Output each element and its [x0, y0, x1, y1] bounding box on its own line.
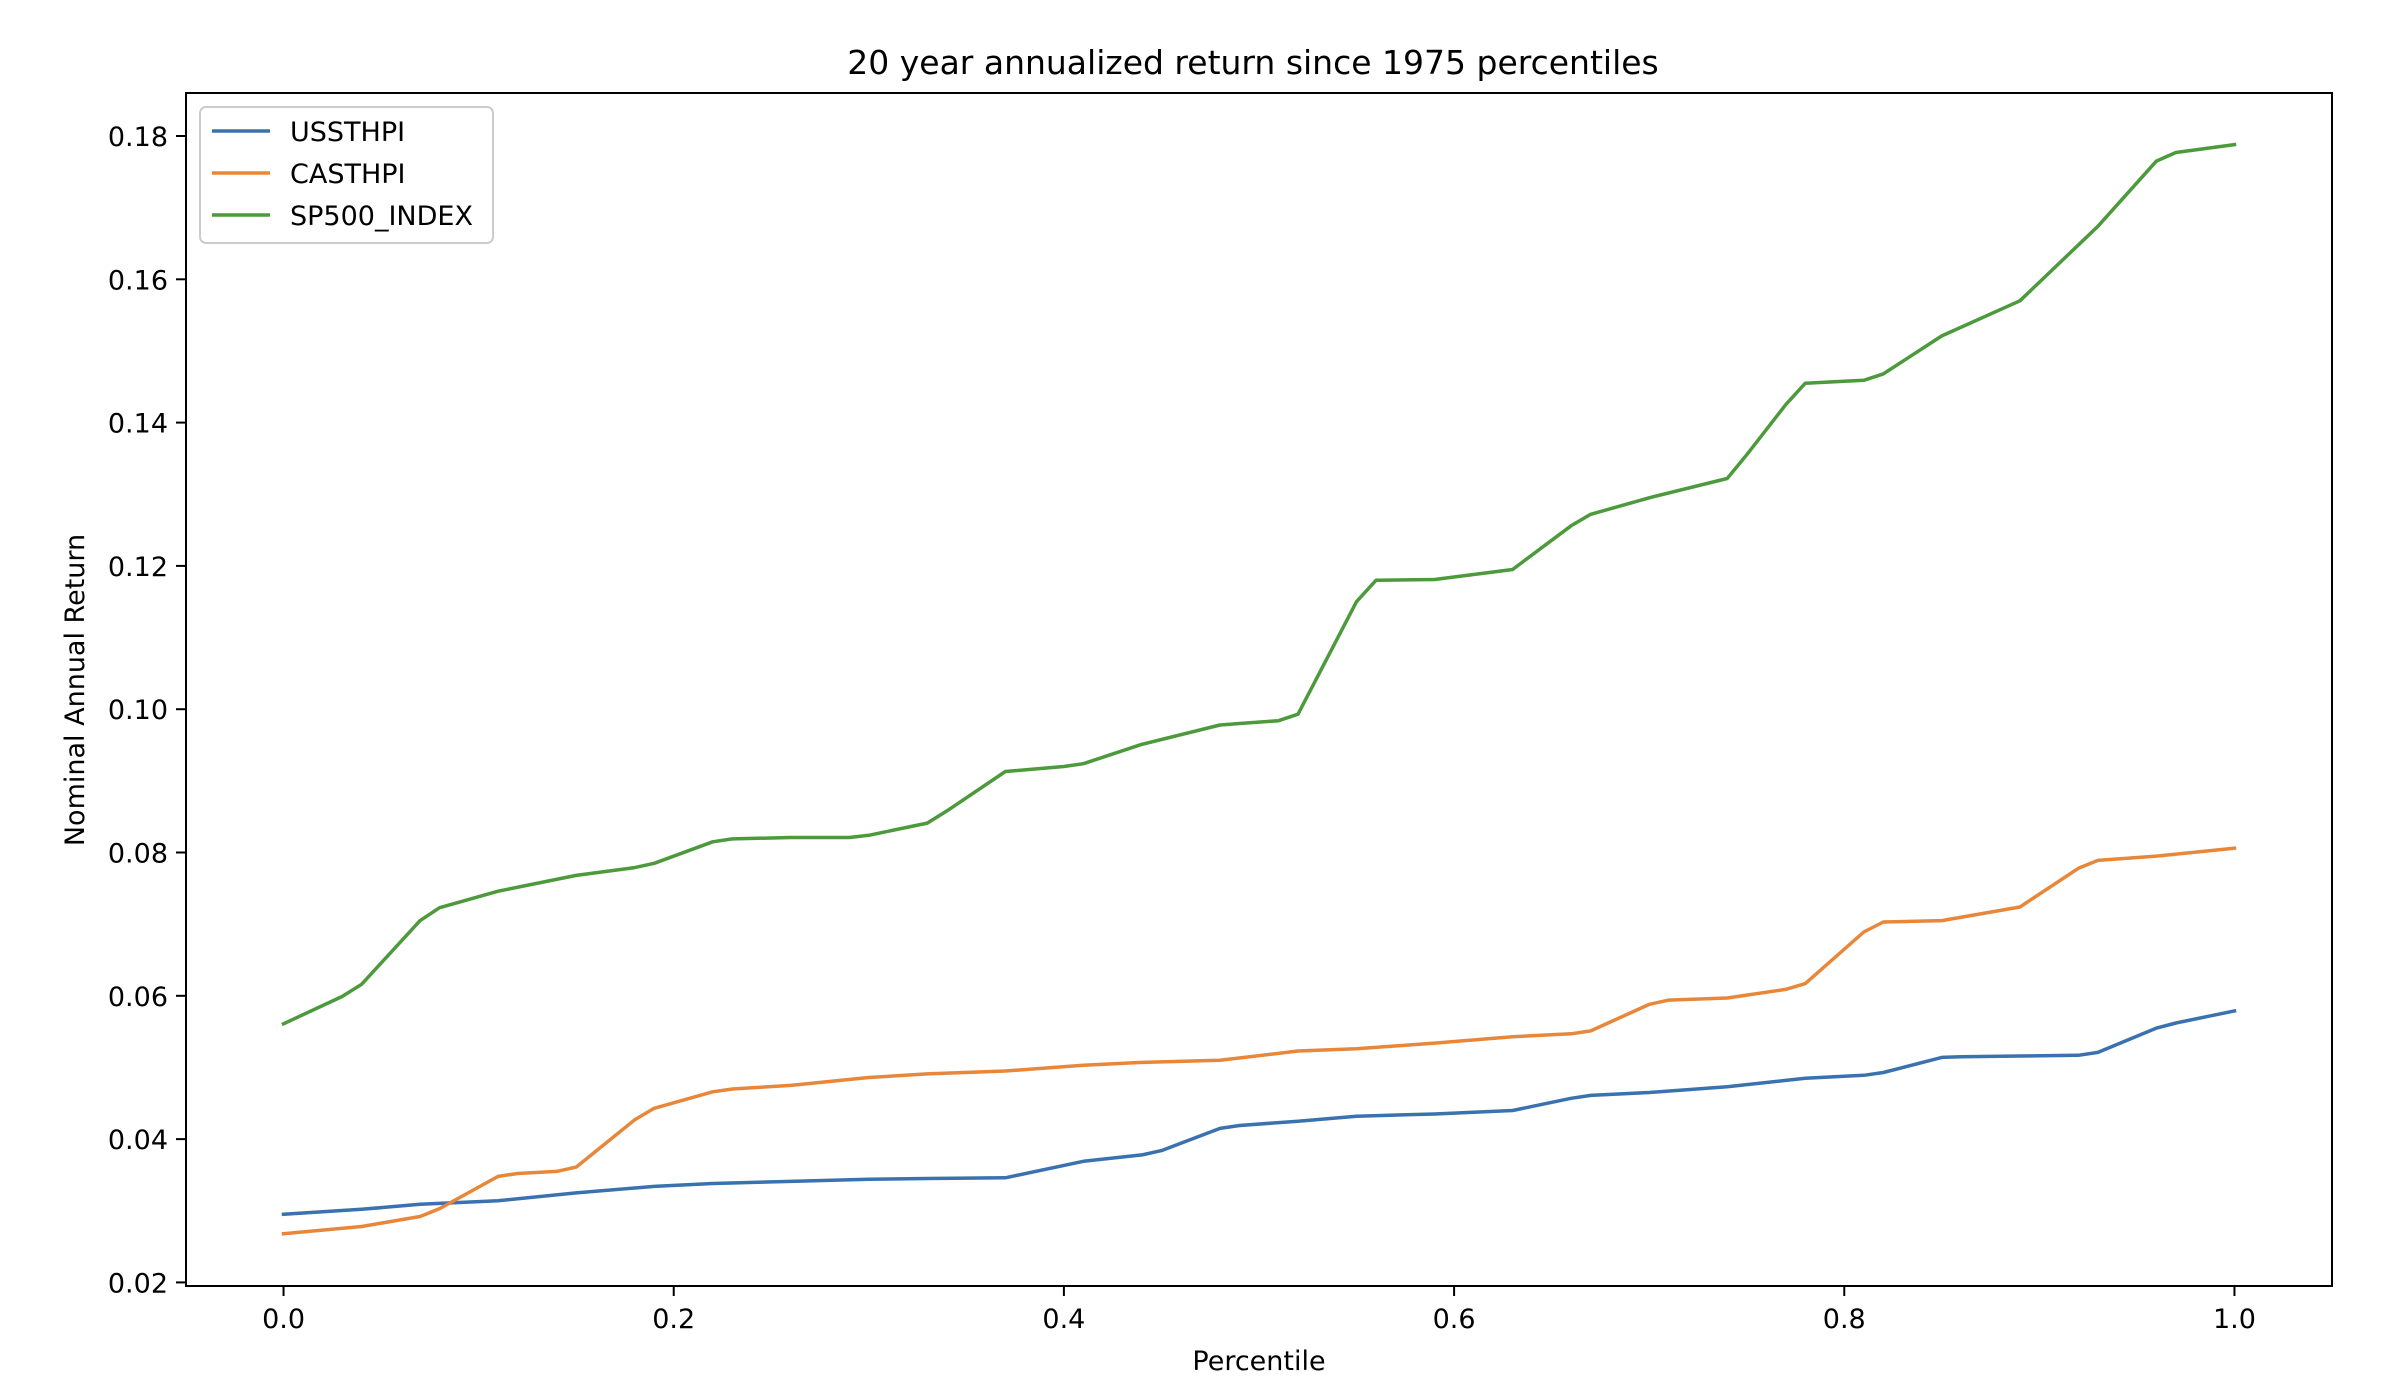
y-tick-label: 0.02	[108, 1268, 168, 1299]
y-tick-label: 0.10	[108, 695, 168, 726]
legend: USSTHPI CASTHPI SP500_INDEX	[199, 106, 494, 244]
x-tick-label: 0.2	[652, 1304, 695, 1335]
series-layer	[281, 142, 2237, 1236]
x-tick-label: 1.0	[2213, 1304, 2256, 1335]
x-tick-label: 0.4	[1042, 1304, 1085, 1335]
y-tick-label: 0.14	[108, 409, 168, 440]
legend-box	[199, 106, 494, 244]
y-tick-label: 0.18	[108, 122, 168, 153]
y-tick-label: 0.16	[108, 265, 168, 296]
x-tick-label: 0.0	[262, 1304, 305, 1335]
series-line-sp500-index	[281, 142, 2237, 1027]
legend-label: SP500_INDEX	[290, 201, 473, 232]
series-line-casthpi	[281, 846, 2237, 1236]
y-axis-ticks: 0.02 0.04 0.06 0.08 0.10 0.12 0.14 0.16 0.18	[108, 122, 186, 1299]
y-tick-label: 0.04	[108, 1125, 168, 1156]
y-axis-label: Nominal Annual Return	[60, 534, 91, 846]
chart-title: 20 year annualized return since 1975 per…	[847, 43, 1658, 82]
plot-area-frame	[185, 92, 2333, 1287]
x-tick-label: 0.8	[1823, 1304, 1866, 1335]
x-axis-label: Percentile	[1192, 1346, 1325, 1377]
x-tick-label: 0.6	[1433, 1304, 1476, 1335]
y-tick-label: 0.06	[108, 982, 168, 1013]
y-tick-label: 0.12	[108, 552, 168, 583]
x-axis-ticks: 0.0 0.2 0.4 0.6 0.8 1.0	[262, 1286, 2256, 1335]
legend-label: CASTHPI	[290, 159, 406, 190]
series-line-ussthpi	[281, 1008, 2237, 1217]
legend-label: USSTHPI	[290, 117, 405, 148]
y-tick-label: 0.08	[108, 839, 168, 870]
